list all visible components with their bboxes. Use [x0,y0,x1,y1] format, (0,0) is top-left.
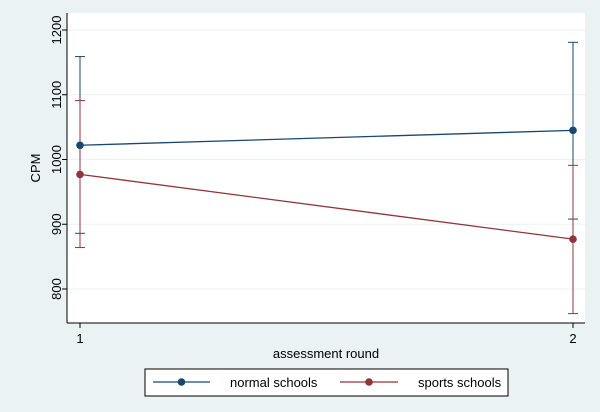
series-line-normal-schools [79,129,574,146]
grid-lines [67,29,585,290]
x-axis-title: assessment round [273,346,379,361]
y-tick-label-1100: 1100 [49,81,64,109]
legend-label-sports-schools: sports schools [418,375,502,390]
legend-marker-sports-schools [365,378,373,386]
legend-label-normal-schools: normal schools [230,375,318,390]
plot-area [67,13,585,323]
legend-marker-normal-schools [177,378,186,386]
y-tick-label-900: 900 [49,213,64,235]
series-lines [79,129,574,240]
data-point-normal-schools-2 [569,126,577,135]
data-point-sports-schools-2 [569,235,577,243]
axes: 800 900 1000 1100 1200 1 2 [49,13,585,346]
legend-box [144,368,509,397]
y-tick-label-1000: 1000 [49,145,64,174]
legend: normal schools sports schools [153,375,502,390]
y-axis-title: CPM [28,154,43,183]
y-tick-label-800: 800 [49,278,64,300]
y-tick-label-1200: 1200 [49,16,64,45]
x-tick-label-1: 1 [76,331,83,346]
data-point-sports-schools-1 [76,170,84,179]
data-point-normal-schools-1 [76,141,84,150]
series-line-sports-schools [79,173,574,240]
data-points [76,126,577,243]
x-tick-label-2: 2 [569,331,576,346]
